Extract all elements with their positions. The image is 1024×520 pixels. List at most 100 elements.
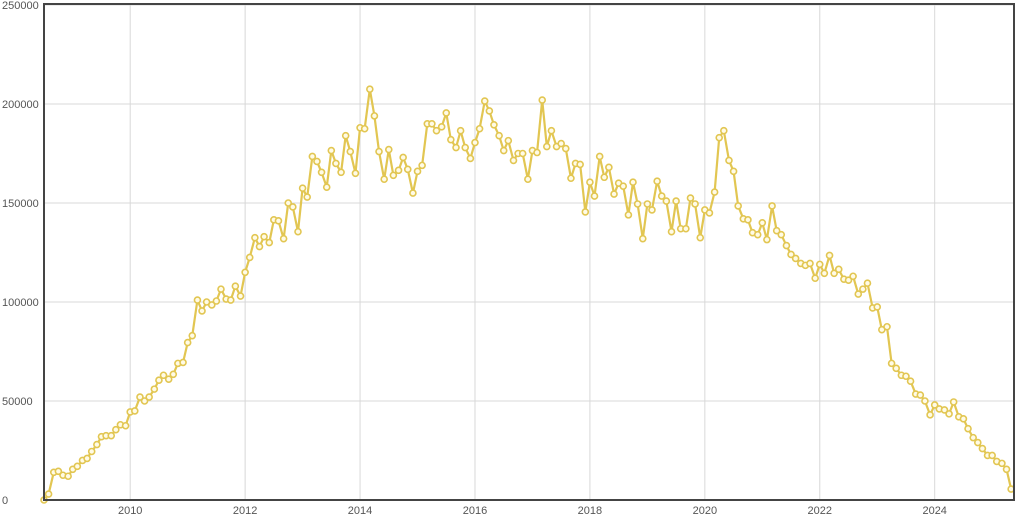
- data-point: [643, 200, 652, 208]
- data-point: [863, 279, 872, 287]
- data-point: [346, 147, 355, 156]
- data-point: [217, 285, 225, 293]
- data-point: [54, 467, 63, 476]
- data-point: [375, 147, 383, 156]
- data-point: [432, 126, 441, 135]
- data-point: [753, 230, 762, 239]
- data-point: [883, 322, 891, 331]
- data-point: [437, 122, 446, 131]
- data-point: [720, 126, 728, 135]
- data-point: [638, 234, 647, 243]
- data-point: [136, 393, 144, 401]
- data-point: [557, 139, 565, 148]
- data-point: [341, 131, 350, 140]
- data-point: [729, 167, 738, 176]
- data-point: [629, 178, 637, 187]
- data-point: [337, 168, 345, 177]
- data-point: [964, 424, 972, 433]
- data-point: [686, 194, 695, 202]
- data-point: [188, 331, 197, 340]
- data-point: [284, 199, 293, 207]
- data-point: [504, 136, 513, 145]
- x-tick-label: 2016: [463, 505, 487, 517]
- data-point: [255, 242, 264, 251]
- data-point: [164, 375, 173, 384]
- data-point: [782, 241, 791, 250]
- data-point: [471, 138, 479, 147]
- y-tick-label: 50000: [2, 396, 33, 408]
- data-point: [945, 410, 953, 418]
- data-point: [978, 444, 987, 453]
- data-point: [825, 251, 834, 260]
- data-point: [605, 163, 613, 172]
- data-point: [485, 107, 494, 115]
- data-point: [64, 472, 72, 481]
- data-point: [926, 411, 934, 419]
- data-point: [490, 120, 498, 129]
- data-point: [155, 376, 163, 385]
- data-point: [495, 131, 503, 140]
- data-point: [524, 175, 532, 184]
- data-point: [499, 146, 508, 155]
- data-point: [768, 202, 776, 210]
- data-point: [744, 216, 752, 224]
- data-point: [734, 202, 742, 210]
- data-point: [854, 290, 863, 298]
- data-point: [475, 124, 484, 133]
- data-point: [705, 209, 714, 217]
- data-point: [332, 159, 340, 168]
- data-point: [772, 226, 781, 235]
- data-point: [581, 208, 590, 216]
- data-point: [245, 253, 254, 262]
- data-point: [567, 174, 575, 183]
- data-point: [576, 160, 584, 169]
- data-point: [682, 224, 690, 233]
- data-point: [610, 190, 618, 198]
- data-point: [384, 145, 393, 154]
- data-point: [667, 227, 676, 236]
- data-point: [130, 407, 139, 415]
- data-point: [973, 438, 982, 447]
- data-point: [317, 168, 326, 177]
- data-point: [112, 425, 120, 434]
- data-point: [940, 406, 949, 414]
- data-point: [380, 175, 388, 184]
- data-point: [595, 152, 604, 161]
- data-point: [260, 232, 268, 241]
- data-point: [389, 171, 398, 180]
- data-point: [590, 192, 599, 200]
- data-point: [207, 301, 216, 309]
- y-tick-label: 200000: [2, 99, 39, 111]
- data-point: [657, 192, 666, 200]
- data-point: [916, 391, 925, 399]
- data-point: [360, 124, 369, 133]
- data-point: [428, 120, 436, 128]
- data-point: [274, 217, 283, 225]
- data-point: [140, 397, 149, 405]
- data-line: [43, 88, 1013, 501]
- x-tick-label: 2024: [922, 505, 946, 517]
- data-point: [480, 97, 489, 105]
- data-point: [231, 282, 240, 290]
- data-point: [322, 183, 331, 191]
- x-tick-label: 2020: [693, 505, 717, 517]
- data-point: [887, 359, 896, 368]
- data-point: [969, 433, 978, 442]
- data-point: [538, 96, 547, 104]
- data-point: [183, 338, 192, 347]
- data-point: [561, 144, 570, 153]
- data-point: [403, 165, 412, 174]
- data-point: [849, 272, 857, 281]
- data-point: [509, 156, 518, 165]
- data-point: [452, 143, 460, 152]
- x-tick-label: 2010: [118, 505, 142, 517]
- data-point: [653, 177, 661, 186]
- data-point: [121, 421, 130, 430]
- data-point: [834, 265, 843, 274]
- x-tick-label: 2014: [348, 505, 372, 517]
- data-point: [418, 161, 426, 170]
- data-point: [715, 133, 724, 142]
- data-point: [696, 233, 705, 242]
- data-point: [289, 203, 297, 211]
